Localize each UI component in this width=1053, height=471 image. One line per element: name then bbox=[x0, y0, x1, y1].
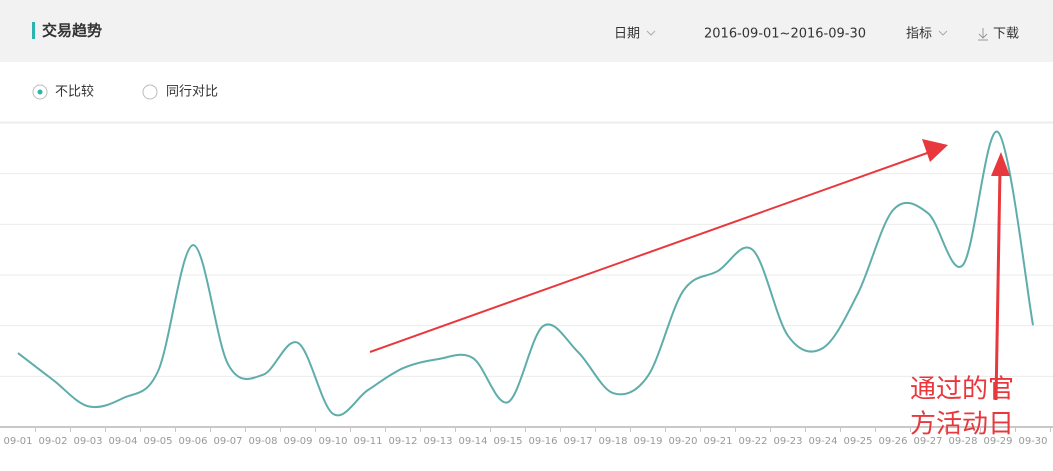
x-tick-label: 09-14 bbox=[458, 436, 487, 447]
x-tick-label: 09-22 bbox=[738, 436, 767, 447]
x-tick-label: 09-23 bbox=[773, 436, 802, 447]
date-dropdown[interactable]: 日期 bbox=[614, 27, 656, 42]
chart: 09-01 09-02 09-03 09-04 09-05 09-06 09-07 09-08… bbox=[0, 122, 1053, 447]
x-tick-label: 09-12 bbox=[388, 436, 417, 447]
title-accent bbox=[32, 22, 35, 39]
metric-dropdown[interactable]: 指标 bbox=[906, 27, 948, 42]
x-tick-label: 09-05 bbox=[143, 436, 172, 447]
radio[interactable] bbox=[142, 84, 158, 100]
annotation-text: 方活动日 bbox=[910, 410, 1014, 440]
header-title: 交易趋势 bbox=[42, 22, 102, 40]
option-compare-peer[interactable]: 同行对比 bbox=[142, 84, 218, 100]
radio-dot bbox=[37, 89, 43, 95]
chevron bbox=[646, 30, 656, 36]
arrow-head bbox=[991, 152, 1010, 176]
x-tick-label: 09-06 bbox=[178, 436, 207, 447]
option-label[interactable]: 不比较 bbox=[55, 85, 94, 100]
date-label[interactable]: 日期 bbox=[614, 27, 640, 42]
arrow-shaft bbox=[369, 151, 931, 353]
x-tick-label: 09-09 bbox=[283, 436, 312, 447]
arrow-shaft bbox=[994, 169, 1002, 401]
x-tick-label: 09-07 bbox=[213, 436, 242, 447]
x-tick-label: 09-24 bbox=[808, 436, 837, 447]
x-tick-label: 09-30 bbox=[1018, 436, 1047, 447]
x-tick-label: 09-21 bbox=[703, 436, 732, 447]
option-label[interactable]: 同行对比 bbox=[166, 85, 218, 100]
x-tick-label: 09-19 bbox=[633, 436, 662, 447]
x-tick-label: 09-25 bbox=[843, 436, 872, 447]
download-icon bbox=[978, 28, 988, 41]
x-tick-label: 09-04 bbox=[108, 436, 137, 447]
arrow-head bbox=[922, 139, 948, 162]
trend-line bbox=[17, 131, 1034, 417]
x-tick-label: 09-27 bbox=[913, 436, 942, 447]
option-compare-none[interactable]: 不比较 bbox=[32, 84, 94, 100]
x-tick-label: 09-13 bbox=[423, 436, 452, 447]
download-label[interactable]: 下载 bbox=[993, 27, 1019, 42]
x-tick-label: 09-15 bbox=[493, 436, 522, 447]
header-bar bbox=[0, 0, 1053, 62]
x-tick-label: 09-03 bbox=[73, 436, 102, 447]
x-tick-label: 09-29 bbox=[983, 436, 1012, 447]
download-button[interactable]: 下载 bbox=[978, 27, 1019, 42]
x-tick-label: 09-17 bbox=[563, 436, 592, 447]
x-tick-label: 09-01 bbox=[3, 436, 32, 447]
x-tick-label: 09-16 bbox=[528, 436, 557, 447]
x-tick-label: 09-11 bbox=[353, 436, 382, 447]
x-tick-label: 09-28 bbox=[948, 436, 977, 447]
metric-label[interactable]: 指标 bbox=[906, 27, 932, 42]
annotation-text: 通过的官 bbox=[910, 375, 1014, 405]
date-range[interactable]: 2016-09-01~2016-09-30 bbox=[704, 27, 866, 42]
chevron bbox=[938, 30, 948, 36]
x-tick-label: 09-26 bbox=[878, 436, 907, 447]
x-tick-label: 09-18 bbox=[598, 436, 627, 447]
x-tick-label: 09-08 bbox=[248, 436, 277, 447]
x-tick-label: 09-10 bbox=[318, 436, 347, 447]
x-tick-label: 09-02 bbox=[38, 436, 67, 447]
annotations: 通过的官 方活动日 bbox=[369, 139, 1014, 440]
x-tick-label: 09-20 bbox=[668, 436, 697, 447]
